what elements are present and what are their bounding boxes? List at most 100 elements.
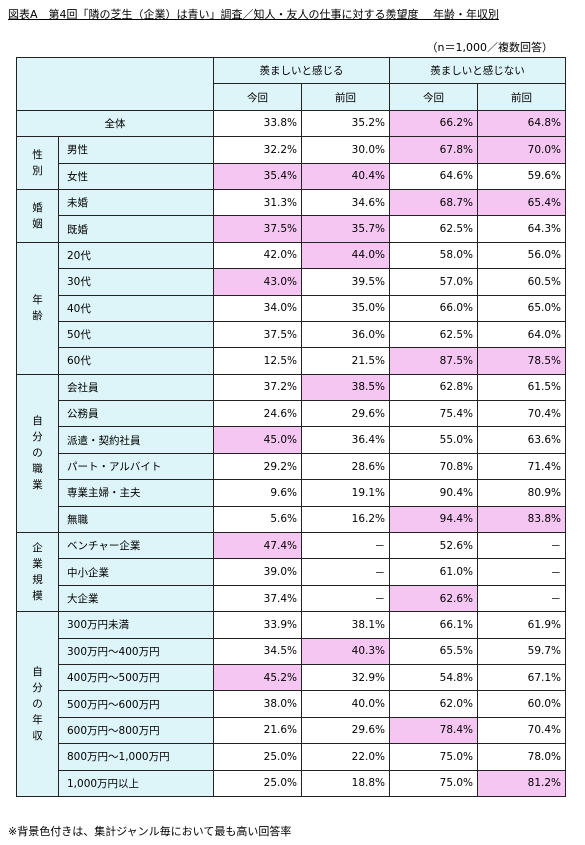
value-cell: 62.6% bbox=[389, 584, 478, 613]
value-cell: － bbox=[301, 558, 390, 586]
value-cell: 32.2% bbox=[213, 136, 302, 164]
table-row: 自分の職業会社員 37.2% 38.5% 62.8% 61.5% bbox=[16, 373, 566, 534]
figure-title: 図表A 第4回「隣の芝生（企業）は青い」調査／知人・友人の仕事に対する羨望度 年… bbox=[8, 8, 500, 21]
value-cell: 58.0% bbox=[389, 241, 478, 270]
value-cell: 75.4% bbox=[389, 400, 478, 428]
table-row: 中小企業 39.0% － 61.0% － bbox=[17, 558, 566, 586]
row-label: 500万円～600万円 bbox=[58, 690, 214, 718]
value-cell: 30.0% bbox=[301, 136, 390, 164]
value-cell: 18.8% bbox=[301, 769, 390, 797]
table-row-total: 全体 33.8% 35.2% 66.2% 64.8% bbox=[16, 109, 566, 138]
table-row: 30代 43.0% 39.5% 57.0% 60.5% bbox=[17, 268, 566, 296]
value-cell: 68.7% bbox=[389, 188, 478, 217]
value-cell: 44.0% bbox=[301, 241, 390, 270]
value-cell: 78.0% bbox=[477, 743, 566, 771]
table-row: 800万円～1,000万円 25.0% 22.0% 75.0% 78.0% bbox=[17, 743, 566, 771]
table-row: 500万円～600万円 38.0% 40.0% 62.0% 60.0% bbox=[17, 690, 566, 718]
value-cell: 62.8% bbox=[389, 373, 478, 402]
value-cell: 80.9% bbox=[477, 479, 566, 507]
value-cell: 21.5% bbox=[301, 347, 390, 375]
value-cell: 90.4% bbox=[389, 479, 478, 507]
row-label: 50代 bbox=[58, 320, 214, 349]
table-row: 60代 12.5% 21.5% 87.5% 78.5% bbox=[17, 347, 566, 375]
row-label: 30代 bbox=[58, 268, 214, 296]
table-row: 女性 35.4% 40.4% 64.6% 59.6% bbox=[17, 162, 566, 190]
table-row: 40代 34.0% 35.0% 66.0% 65.0% bbox=[17, 294, 566, 322]
value-cell: 59.6% bbox=[477, 162, 566, 190]
value-cell: 57.0% bbox=[389, 268, 478, 296]
value-cell: 39.5% bbox=[301, 268, 390, 296]
header-envy: 羨ましいと感じる bbox=[213, 56, 390, 85]
row-label: 派遣・契約社員 bbox=[58, 426, 214, 454]
value-cell: 19.1% bbox=[301, 479, 390, 507]
value-cell: 64.8% bbox=[477, 109, 566, 138]
table-row: 派遣・契約社員 45.0% 36.4% 55.0% 63.6% bbox=[17, 426, 566, 454]
value-cell: 38.1% bbox=[301, 611, 390, 639]
value-cell: 40.3% bbox=[301, 637, 390, 665]
table-row: 無職 5.6% 16.2% 94.4% 83.8% bbox=[17, 505, 566, 534]
table-row: 1,000万円以上 25.0% 18.8% 75.0% 81.2% bbox=[17, 769, 566, 797]
value-cell: 62.0% bbox=[389, 690, 478, 718]
value-cell: 35.7% bbox=[301, 215, 390, 243]
value-cell: － bbox=[301, 532, 390, 560]
row-label: 既婚 bbox=[58, 215, 214, 243]
value-cell: 70.8% bbox=[389, 452, 478, 481]
table-corner bbox=[16, 57, 214, 111]
group-label: 自分の年収 bbox=[16, 611, 59, 797]
value-cell: 38.5% bbox=[301, 373, 390, 402]
value-cell: 35.2% bbox=[301, 109, 390, 138]
row-label: 公務員 bbox=[58, 400, 214, 428]
table-row: 既婚 37.5% 35.7% 62.5% 64.3% bbox=[17, 215, 566, 243]
sample-size-note: （n＝1,000／複数回答） bbox=[426, 41, 553, 54]
group-label: 婚姻 bbox=[16, 188, 59, 243]
value-cell: 34.6% bbox=[301, 188, 390, 217]
table-row: 自分の年収 300万円未満 33.9% 38.1% 66.1% 61.9% bbox=[16, 611, 566, 797]
group-label: 企業規模 bbox=[16, 532, 59, 613]
table-row: 年齢 20代 42.0% 44.0% 58.0% 56.0% bbox=[16, 241, 566, 375]
value-cell: 52.6% bbox=[389, 532, 478, 560]
value-cell: 78.5% bbox=[477, 347, 566, 375]
value-cell: 36.0% bbox=[301, 320, 390, 349]
value-cell: 12.5% bbox=[213, 347, 302, 375]
value-cell: 59.7% bbox=[477, 637, 566, 665]
header-current: 今回 bbox=[213, 83, 302, 111]
row-label: 大企業 bbox=[58, 584, 214, 613]
value-cell: 67.1% bbox=[477, 663, 566, 692]
table-row: 専業主婦・主夫 9.6% 19.1% 90.4% 80.9% bbox=[17, 479, 566, 507]
value-cell: 78.4% bbox=[389, 716, 478, 745]
value-cell: 29.2% bbox=[213, 452, 302, 481]
header-previous: 前回 bbox=[301, 83, 390, 111]
row-label: 無職 bbox=[58, 505, 214, 534]
row-label-total: 全体 bbox=[16, 109, 214, 138]
row-label: 400万円～500万円 bbox=[58, 663, 214, 692]
value-cell: 9.6% bbox=[213, 479, 302, 507]
value-cell: 40.4% bbox=[301, 162, 390, 190]
row-label: 20代 bbox=[58, 241, 214, 270]
value-cell: 28.6% bbox=[301, 452, 390, 481]
value-cell: 64.3% bbox=[477, 215, 566, 243]
row-label: 未婚 bbox=[58, 188, 214, 217]
value-cell: 21.6% bbox=[213, 716, 302, 745]
value-cell: 38.0% bbox=[213, 690, 302, 718]
value-cell: 33.9% bbox=[213, 611, 302, 639]
table-row: 大企業 37.4% － 62.6% － bbox=[17, 584, 566, 613]
value-cell: 32.9% bbox=[301, 663, 390, 692]
row-label: 中小企業 bbox=[58, 558, 214, 586]
value-cell: 56.0% bbox=[477, 241, 566, 270]
value-cell: 33.8% bbox=[213, 109, 302, 138]
value-cell: 60.5% bbox=[477, 268, 566, 296]
value-cell: 87.5% bbox=[389, 347, 478, 375]
value-cell: 65.5% bbox=[389, 637, 478, 665]
value-cell: 25.0% bbox=[213, 769, 302, 797]
value-cell: 94.4% bbox=[389, 505, 478, 534]
table-row: 公務員 24.6% 29.6% 75.4% 70.4% bbox=[17, 400, 566, 428]
table-row: 婚姻未婚 31.3% 34.6% 68.7% 65.4% bbox=[16, 188, 566, 243]
row-label: 800万円～1,000万円 bbox=[58, 743, 214, 771]
value-cell: 83.8% bbox=[477, 505, 566, 534]
header-current: 今回 bbox=[389, 83, 478, 111]
table-row: 企業規模ベンチャー企業 47.4% － 52.6% － bbox=[16, 532, 566, 613]
value-cell: 45.0% bbox=[213, 426, 302, 454]
value-cell: 66.2% bbox=[389, 109, 478, 138]
value-cell: 75.0% bbox=[389, 743, 478, 771]
value-cell: 37.5% bbox=[213, 215, 302, 243]
